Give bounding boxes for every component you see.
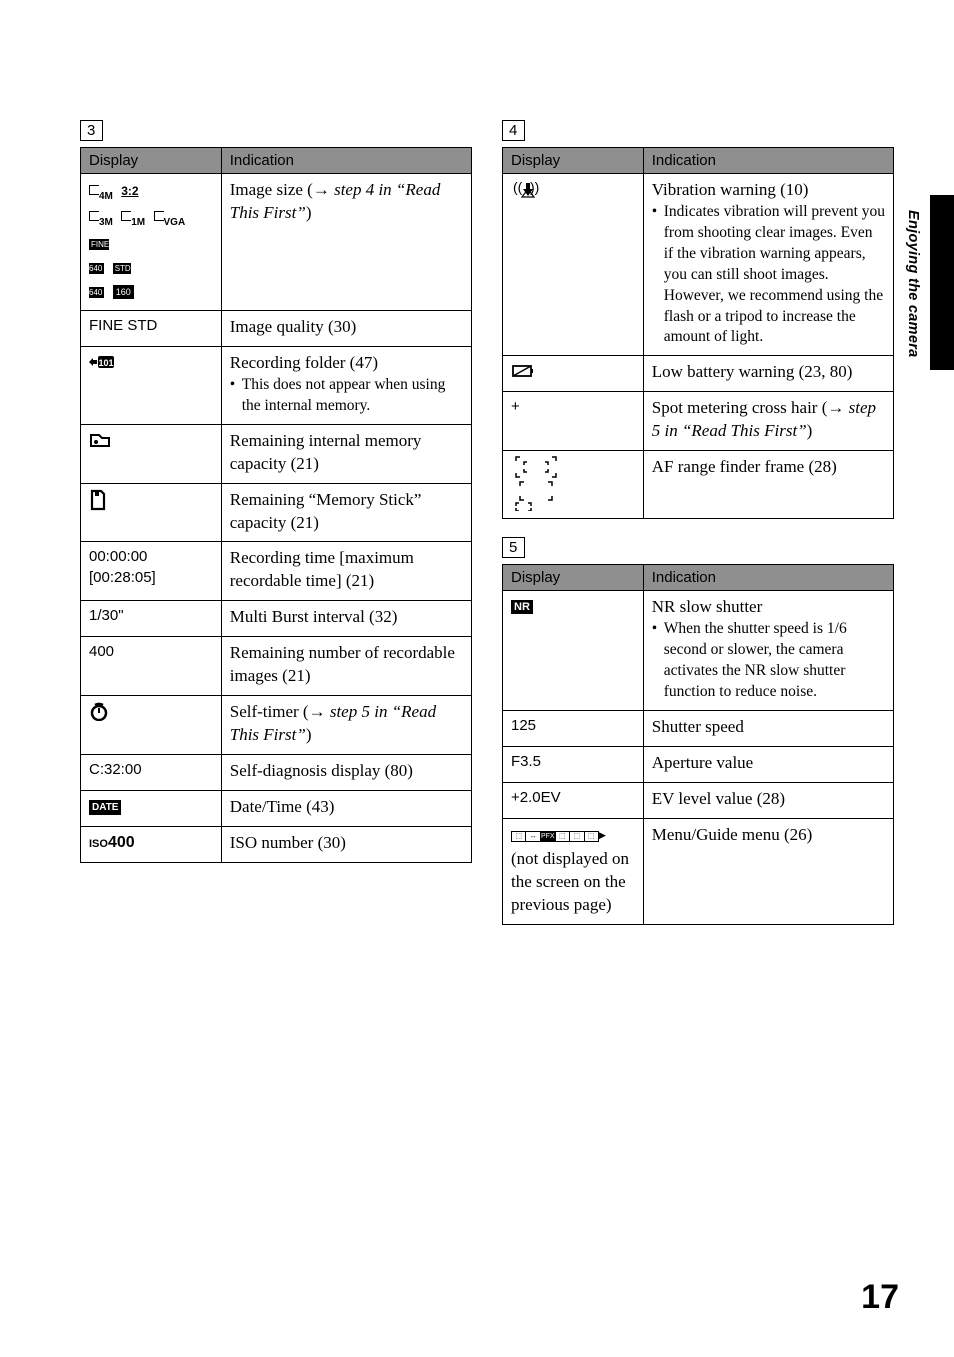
indication-cell: NR slow shutterWhen the shutter speed is…: [643, 591, 893, 711]
indication-cell: Remaining internal memory capacity (21): [221, 424, 471, 483]
display-cell: [81, 483, 222, 542]
display-cell: 101: [81, 346, 222, 424]
display-cell: 125: [503, 710, 644, 746]
indication-cell: Self-diagnosis display (80): [221, 755, 471, 791]
side-label: Enjoying the camera: [905, 210, 921, 358]
display-cell: [81, 424, 222, 483]
section-5-table: Display Indication NRNR slow shutterWhen…: [502, 564, 894, 925]
section-3-table: Display Indication 4M 3:2 3M 1M VGA FINE…: [80, 147, 472, 863]
display-cell: 400: [81, 637, 222, 696]
indication-cell: Image size (→ step 4 in “Read This First…: [221, 174, 471, 311]
display-cell: DATE: [81, 790, 222, 826]
display-cell: 00:00:00 [00:28:05]: [81, 542, 222, 601]
indication-cell: Date/Time (43): [221, 790, 471, 826]
indication-cell: ISO number (30): [221, 826, 471, 862]
th-display: Display: [503, 565, 644, 591]
display-cell: +2.0EV: [503, 782, 644, 818]
page-number: 17: [861, 1278, 899, 1317]
display-cell: [503, 356, 644, 392]
indication-cell: Aperture value: [643, 746, 893, 782]
side-tab: [930, 195, 954, 370]
indication-cell: Remaining number of recordable images (2…: [221, 637, 471, 696]
section-4-num: 4: [502, 120, 525, 141]
indication-cell: AF range finder frame (28): [643, 451, 893, 519]
th-display: Display: [503, 148, 644, 174]
indication-cell: Spot metering cross hair (→ step 5 in “R…: [643, 392, 893, 451]
indication-cell: EV level value (28): [643, 782, 893, 818]
page-columns: 3 Display Indication 4M 3:2 3M 1M VGA FI…: [80, 120, 894, 943]
section-5-num: 5: [502, 537, 525, 558]
indication-cell: Image quality (30): [221, 311, 471, 347]
display-cell: ISO400: [81, 826, 222, 862]
th-indication: Indication: [643, 565, 893, 591]
indication-cell: Vibration warning (10)Indicates vibratio…: [643, 174, 893, 356]
indication-cell: Menu/Guide menu (26): [643, 818, 893, 924]
indication-cell: Recording time [maximum recordable time]…: [221, 542, 471, 601]
section-3-num: 3: [80, 120, 103, 141]
svg-text:101: 101: [98, 358, 113, 368]
indication-cell: Self-timer (→ step 5 in “Read This First…: [221, 696, 471, 755]
display-cell: C:32:00: [81, 755, 222, 791]
display-cell: +: [503, 392, 644, 451]
indication-cell: Low battery warning (23, 80): [643, 356, 893, 392]
display-cell: ⬚↔PFX⬚⬚⬚▶(not displayed on the screen on…: [503, 818, 644, 924]
left-column: 3 Display Indication 4M 3:2 3M 1M VGA FI…: [80, 120, 472, 943]
right-column: 4 Display Indication (())Vibration warni…: [502, 120, 894, 943]
display-cell: [81, 696, 222, 755]
display-cell: NR: [503, 591, 644, 711]
indication-cell: Shutter speed: [643, 710, 893, 746]
display-cell: FINE STD: [81, 311, 222, 347]
indication-cell: Recording folder (47)This does not appea…: [221, 346, 471, 424]
indication-cell: Multi Burst interval (32): [221, 601, 471, 637]
display-cell: [503, 451, 644, 519]
display-cell: 4M 3:2 3M 1M VGA FINE640 STD640 160: [81, 174, 222, 311]
th-display: Display: [81, 148, 222, 174]
th-indication: Indication: [643, 148, 893, 174]
display-cell: (()): [503, 174, 644, 356]
display-cell: 1/30": [81, 601, 222, 637]
indication-cell: Remaining “Memory Stick” capacity (21): [221, 483, 471, 542]
svg-text:((: ((: [513, 179, 523, 195]
th-indication: Indication: [221, 148, 471, 174]
display-cell: F3.5: [503, 746, 644, 782]
section-4-table: Display Indication (())Vibration warning…: [502, 147, 894, 519]
